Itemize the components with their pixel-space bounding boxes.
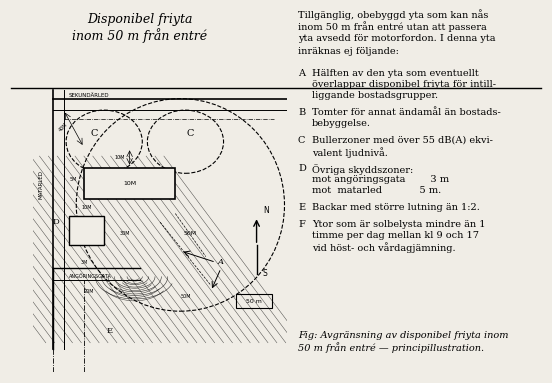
Text: 30M: 30M (119, 231, 130, 236)
Text: 10M: 10M (81, 205, 92, 210)
Text: Backar med större lutning än 1:2.: Backar med större lutning än 1:2. (312, 203, 480, 212)
Text: 5M: 5M (70, 177, 77, 182)
Text: mot angöringsgata        3 m: mot angöringsgata 3 m (312, 175, 449, 184)
Text: Övriga skyddszoner:: Övriga skyddszoner: (312, 164, 413, 175)
Text: vid höst- och vårdagjämning.: vid höst- och vårdagjämning. (312, 242, 455, 253)
Text: 50M: 50M (180, 294, 191, 300)
Bar (236, 294, 272, 308)
Text: inom 50 m från entré utan att passera: inom 50 m från entré utan att passera (298, 21, 487, 32)
Text: C: C (298, 136, 305, 145)
Text: E: E (298, 203, 305, 212)
Text: B: B (298, 108, 305, 117)
Text: 3M: 3M (80, 260, 88, 265)
Text: Tomter för annat ändamål än bostads-: Tomter för annat ändamål än bostads- (312, 108, 501, 117)
Bar (84, 168, 176, 199)
Text: C: C (187, 129, 194, 137)
Text: A: A (298, 69, 305, 78)
Text: N: N (263, 206, 269, 215)
Text: C: C (91, 129, 98, 137)
Text: ANGÖRINGSGATA: ANGÖRINGSGATA (68, 274, 112, 279)
Text: Disponibel friyta
inom 50 m från entré: Disponibel friyta inom 50 m från entré (72, 13, 208, 43)
Text: liggande bostadsgrupper.: liggande bostadsgrupper. (312, 91, 438, 100)
Text: Bullerzoner med över 55 dB(A) ekvi-: Bullerzoner med över 55 dB(A) ekvi- (312, 136, 493, 145)
Text: bebyggelse.: bebyggelse. (312, 119, 371, 128)
Text: MATARLED: MATARLED (38, 170, 43, 199)
Text: Tillgänglig, obebyggd yta som kan nås: Tillgänglig, obebyggd yta som kan nås (298, 9, 489, 20)
Text: 40M: 40M (58, 122, 69, 133)
Text: överlappar disponibel friyta för intill-: överlappar disponibel friyta för intill- (312, 80, 496, 89)
Text: valent ljudnivå.: valent ljudnivå. (312, 147, 388, 158)
Text: Fig: Avgränsning av disponibel friyta inom
50 m från entré — principillustration: Fig: Avgränsning av disponibel friyta in… (298, 331, 508, 353)
Text: inräknas ej följande:: inräknas ej följande: (298, 46, 399, 56)
Text: 50 m: 50 m (246, 299, 262, 304)
Text: 10M: 10M (114, 155, 125, 160)
Text: timme per dag mellan kl 9 och 17: timme per dag mellan kl 9 och 17 (312, 231, 479, 240)
Text: F: F (298, 220, 305, 229)
Text: SEKUNDÄRLED: SEKUNDÄRLED (68, 93, 109, 98)
Text: Ytor som är solbelysta mindre än 1: Ytor som är solbelysta mindre än 1 (312, 220, 486, 229)
Text: yta avsedd för motorfordon. I denna yta: yta avsedd för motorfordon. I denna yta (298, 34, 496, 43)
Text: A: A (218, 259, 224, 266)
Text: 50M: 50M (184, 231, 197, 236)
Text: D: D (52, 218, 60, 226)
Text: 10M: 10M (123, 181, 136, 186)
Text: E: E (106, 327, 113, 335)
Text: mot  matarled            5 m.: mot matarled 5 m. (312, 186, 441, 195)
Text: S: S (263, 269, 268, 278)
Bar (68, 216, 104, 245)
Text: Hälften av den yta som eventuellt: Hälften av den yta som eventuellt (312, 69, 479, 78)
Text: 20M: 20M (84, 288, 94, 294)
Text: D: D (298, 164, 306, 173)
